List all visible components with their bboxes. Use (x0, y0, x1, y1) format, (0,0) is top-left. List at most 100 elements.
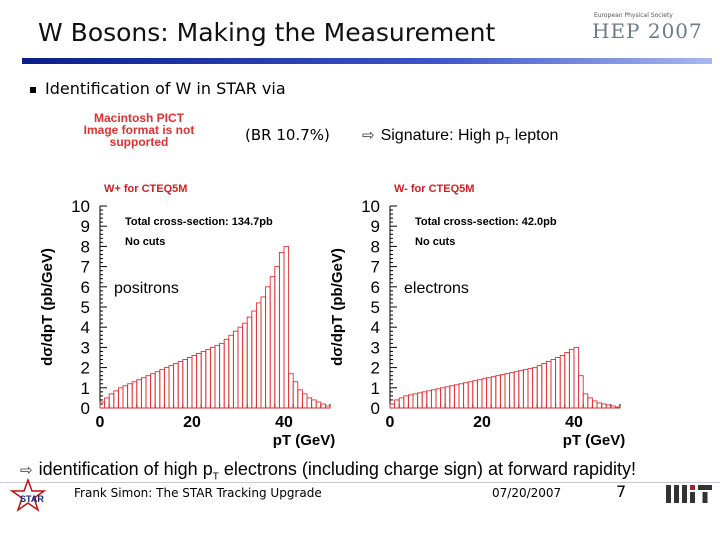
title-underline (22, 58, 712, 64)
logo-small-text: European Physical Society (594, 12, 673, 19)
histogram-bar (587, 397, 593, 409)
histogram-bar (421, 391, 428, 409)
histogram-bar (444, 386, 451, 409)
y-tick-label: 3 (371, 338, 380, 357)
chart-title: W+ for CTEQ5M (104, 183, 187, 195)
histogram-bar (486, 377, 492, 409)
conclusion-subscript: T (212, 471, 219, 483)
histogram-bar (509, 372, 515, 409)
histogram-bar (568, 348, 575, 409)
histogram-bar (320, 403, 326, 409)
histogram-bar (504, 373, 511, 409)
histogram-bar (407, 394, 414, 409)
histogram-bar (394, 399, 400, 409)
histogram-bar (403, 395, 409, 409)
hep2007-logo: European Physical Society HEP 2007 (588, 12, 702, 50)
histogram-bar (440, 387, 446, 409)
histogram-bar (490, 376, 497, 409)
unsupported-image-placeholder: Macintosh PICT Image format is not suppo… (83, 111, 195, 149)
histogram-bar (453, 384, 460, 409)
histogram-bar (536, 365, 543, 409)
particle-label: electrons (404, 280, 469, 297)
histogram-bar (495, 375, 501, 409)
histogram-bar (545, 361, 552, 409)
y-tick-label: 4 (371, 318, 380, 337)
y-tick-label: 10 (71, 197, 90, 216)
histogram-bar (168, 365, 175, 409)
particle-label: positrons (114, 280, 179, 297)
signature-line: ⇨ Signature: High pT lepton (362, 126, 558, 147)
conclusion-text: identification of high p (38, 459, 213, 479)
histogram-bar (532, 367, 538, 409)
histogram-bar (223, 338, 230, 409)
histogram-bar (306, 397, 313, 409)
y-tick-label: 5 (81, 298, 90, 317)
histogram-bar (541, 363, 547, 409)
histogram-bar (288, 373, 294, 409)
histogram-bar (136, 379, 142, 409)
bullet-item: Identification of W in STAR via (30, 79, 286, 98)
histogram-bar (559, 355, 566, 409)
bullet-square-icon (30, 86, 36, 93)
histogram-bar (177, 361, 184, 409)
histogram-bar (311, 399, 317, 409)
histogram-bar (154, 371, 161, 409)
conclusion-line: ⇨ identification of high pT electrons (in… (20, 459, 636, 483)
y-tick-label: 9 (81, 217, 90, 236)
histogram-bar (260, 296, 267, 409)
histogram-bar (150, 373, 156, 409)
histogram-bar (513, 371, 520, 409)
branching-ratio: (BR 10.7%) (245, 126, 330, 144)
logo-main-text: HEP 2007 (592, 19, 703, 43)
histogram-bar (108, 393, 115, 409)
x-axis-label: pT (GeV) (563, 432, 626, 449)
arrow-right-icon: ⇨ (20, 462, 33, 479)
footer-divider (0, 482, 720, 483)
y-tick-label: 0 (81, 399, 90, 418)
y-tick-label: 3 (81, 338, 90, 357)
histogram-bar (159, 369, 165, 409)
histogram-bar (274, 266, 280, 409)
histogram-bar (555, 357, 561, 409)
histogram-bar (472, 380, 478, 409)
histogram-bar (467, 381, 474, 409)
histogram-bar (242, 322, 248, 409)
histogram-bar (99, 401, 106, 409)
chart-title: W- for CTEQ5M (394, 183, 474, 195)
histogram-bar (191, 355, 198, 409)
cuts-label: No cuts (125, 236, 165, 248)
y-tick-label: 5 (371, 298, 380, 317)
x-tick-label: 40 (275, 414, 293, 431)
histogram-bar (417, 392, 423, 409)
histogram-bar (476, 379, 483, 409)
histogram-bar (237, 326, 244, 409)
histogram-bar (255, 302, 262, 409)
histogram-bar (398, 397, 405, 409)
y-axis-label: dσ/dpT (pb/GeV) (39, 248, 56, 366)
slide-title: W Bosons: Making the Measurement (38, 18, 496, 47)
histogram-bar (145, 375, 152, 409)
histogram-bar (522, 369, 529, 409)
histogram-bar (601, 403, 607, 409)
histogram-bar (315, 401, 322, 409)
histogram-bar (228, 334, 234, 409)
conclusion-suffix: electrons (including charge sign) at for… (218, 459, 637, 479)
histogram-bar (435, 388, 442, 409)
x-tick-label: 40 (565, 414, 583, 431)
histogram-bar (117, 387, 124, 409)
signature-suffix: lepton (510, 127, 559, 144)
signature-text: Signature: High p (380, 127, 505, 144)
histogram-bar (269, 276, 276, 409)
histogram-bar (596, 402, 603, 409)
histogram-bar (163, 367, 170, 409)
histogram-bar (324, 405, 331, 409)
x-tick-label: 20 (473, 414, 491, 431)
y-tick-label: 1 (81, 379, 90, 398)
histogram-bar (283, 245, 290, 409)
y-tick-label: 6 (371, 278, 380, 297)
bullet-text: Identification of W in STAR via (45, 79, 286, 98)
histogram-bar (614, 406, 621, 409)
cross-section-label: Total cross-section: 134.7pb (125, 216, 273, 228)
